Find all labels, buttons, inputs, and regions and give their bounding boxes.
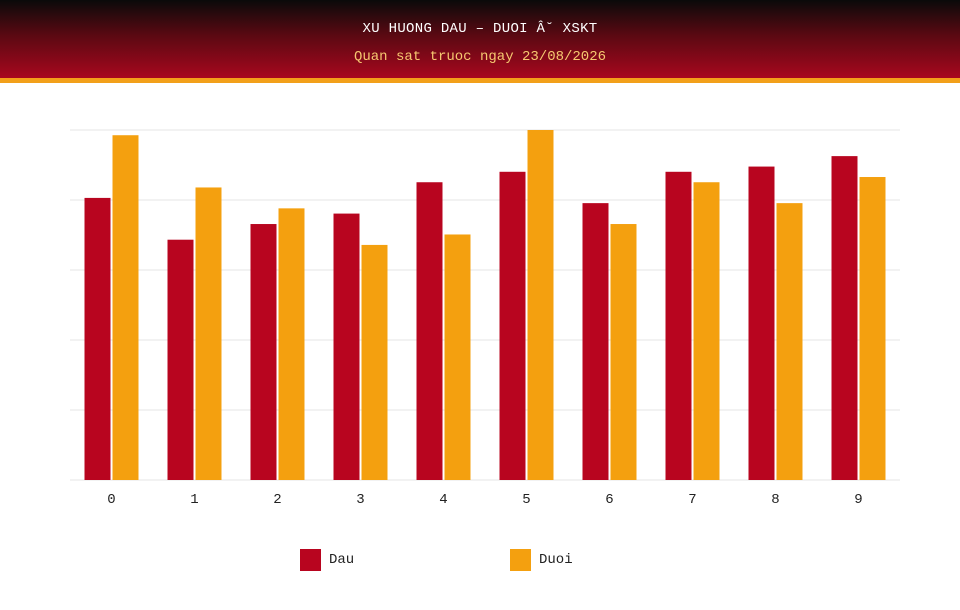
x-tick-label: 3 <box>356 492 364 508</box>
legend-swatch-dau <box>300 549 321 571</box>
bar-duoi-1[interactable] <box>195 187 222 480</box>
bar-duoi-4[interactable] <box>444 234 471 480</box>
x-tick-label: 6 <box>605 492 613 508</box>
x-tick-label: 5 <box>522 492 530 508</box>
bar-dau-9[interactable] <box>831 156 858 481</box>
bar-chart: 0 1 2 3 4 5 6 7 8 9 <box>70 129 900 508</box>
legend-label-dau: Dau <box>329 552 355 568</box>
bar-dau-2[interactable] <box>250 224 277 480</box>
bar-dau-5[interactable] <box>499 171 526 480</box>
bar-duoi-9[interactable] <box>859 177 886 480</box>
legend-item-duoi[interactable]: Duoi <box>510 549 573 571</box>
bar-dau-1[interactable] <box>167 239 194 480</box>
bar-dau-3[interactable] <box>333 213 360 480</box>
legend-item-dau[interactable]: Dau <box>300 549 354 571</box>
chart-legend: Dau Duoi <box>0 549 960 573</box>
chart-subtitle: Quan sat truoc ngay 23/08/2026 <box>353 49 607 65</box>
chart-title: XU HUONG DAU – DUOI Â˘ XSKT <box>362 21 598 37</box>
bar-dau-6[interactable] <box>582 203 609 480</box>
x-tick-label: 1 <box>190 492 198 508</box>
x-tick-label: 7 <box>688 492 696 508</box>
bar-dau-4[interactable] <box>416 182 443 480</box>
bar-duoi-5[interactable] <box>527 130 554 480</box>
bar-duoi-0[interactable] <box>112 135 139 480</box>
bar-duoi-3[interactable] <box>361 244 388 480</box>
bar-dau-7[interactable] <box>665 171 692 480</box>
bar-dau-8[interactable] <box>748 166 775 480</box>
chart-header: XU HUONG DAU – DUOI Â˘ XSKT Quan sat tru… <box>0 0 960 78</box>
bar-dau-0[interactable] <box>84 197 111 480</box>
bar-duoi-2[interactable] <box>278 208 305 480</box>
x-tick-label: 2 <box>273 492 281 508</box>
header-accent-stripe <box>0 78 960 83</box>
legend-swatch-duoi <box>510 549 531 571</box>
bar-duoi-6[interactable] <box>610 224 637 480</box>
bar-duoi-8[interactable] <box>776 203 803 480</box>
x-tick-label: 4 <box>439 492 447 508</box>
x-tick-label: 9 <box>854 492 862 508</box>
x-tick-label: 8 <box>771 492 779 508</box>
x-tick-label: 0 <box>107 492 115 508</box>
legend-label-duoi: Duoi <box>539 552 573 568</box>
bar-duoi-7[interactable] <box>693 182 720 480</box>
